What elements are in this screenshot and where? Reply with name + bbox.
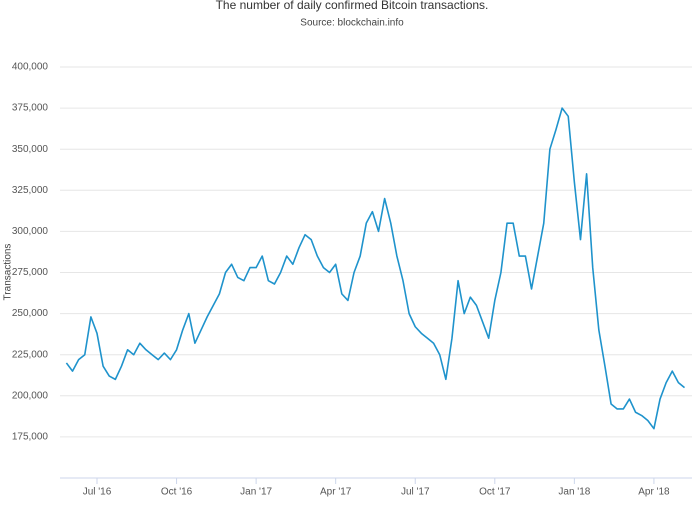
x-tick-label: Jul '16 <box>83 487 112 498</box>
y-tick-label: 325,000 <box>12 185 49 196</box>
x-tick-label: Apr '17 <box>320 487 352 498</box>
y-tick-label: 375,000 <box>12 103 49 114</box>
data-line <box>65 107 686 430</box>
y-tick-label: 300,000 <box>12 226 49 237</box>
x-tick-label: Oct '16 <box>161 487 193 498</box>
x-tick-label: Jan '18 <box>558 487 590 498</box>
y-tick-label: 400,000 <box>12 62 49 73</box>
x-tick-label: Apr '18 <box>638 487 670 498</box>
y-tick-label: 350,000 <box>12 144 49 155</box>
x-tick-label: Jul '17 <box>401 487 430 498</box>
y-tick-label: 250,000 <box>12 308 49 319</box>
x-tick-label: Jan '17 <box>240 487 272 498</box>
chart-title: The number of daily confirmed Bitcoin tr… <box>216 0 489 12</box>
x-tick-label: Oct '17 <box>479 487 511 498</box>
y-tick-label: 200,000 <box>12 390 49 401</box>
y-axis-label: Transactions <box>3 244 14 301</box>
y-tick-label: 175,000 <box>12 432 49 443</box>
chart-subtitle: Source: blockchain.info <box>300 18 404 29</box>
y-tick-label: 225,000 <box>12 349 49 360</box>
y-tick-label: 275,000 <box>12 267 49 278</box>
